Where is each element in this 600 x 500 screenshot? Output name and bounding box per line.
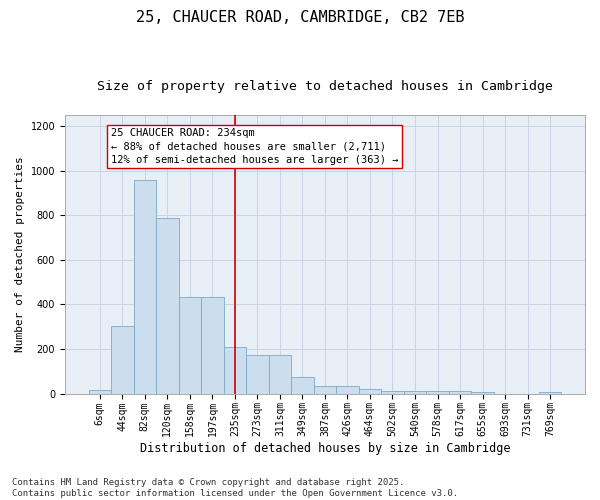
X-axis label: Distribution of detached houses by size in Cambridge: Distribution of detached houses by size … bbox=[140, 442, 510, 455]
Bar bbox=[224, 347, 246, 394]
Bar bbox=[291, 377, 314, 394]
Text: 25 CHAUCER ROAD: 234sqm
← 88% of detached houses are smaller (2,711)
12% of semi: 25 CHAUCER ROAD: 234sqm ← 88% of detache… bbox=[111, 128, 398, 165]
Bar bbox=[201, 298, 224, 394]
Y-axis label: Number of detached properties: Number of detached properties bbox=[15, 156, 25, 352]
Bar bbox=[111, 326, 134, 394]
Text: Contains HM Land Registry data © Crown copyright and database right 2025.
Contai: Contains HM Land Registry data © Crown c… bbox=[12, 478, 458, 498]
Bar bbox=[89, 390, 111, 394]
Bar bbox=[246, 354, 269, 394]
Bar bbox=[179, 298, 201, 394]
Bar bbox=[359, 389, 381, 394]
Bar bbox=[314, 386, 336, 394]
Bar bbox=[426, 392, 449, 394]
Bar bbox=[471, 392, 494, 394]
Bar bbox=[134, 180, 156, 394]
Bar bbox=[381, 392, 404, 394]
Title: Size of property relative to detached houses in Cambridge: Size of property relative to detached ho… bbox=[97, 80, 553, 93]
Bar bbox=[336, 386, 359, 394]
Bar bbox=[269, 354, 291, 394]
Bar bbox=[156, 218, 179, 394]
Bar bbox=[449, 392, 471, 394]
Bar bbox=[404, 392, 426, 394]
Text: 25, CHAUCER ROAD, CAMBRIDGE, CB2 7EB: 25, CHAUCER ROAD, CAMBRIDGE, CB2 7EB bbox=[136, 10, 464, 25]
Bar bbox=[539, 392, 562, 394]
